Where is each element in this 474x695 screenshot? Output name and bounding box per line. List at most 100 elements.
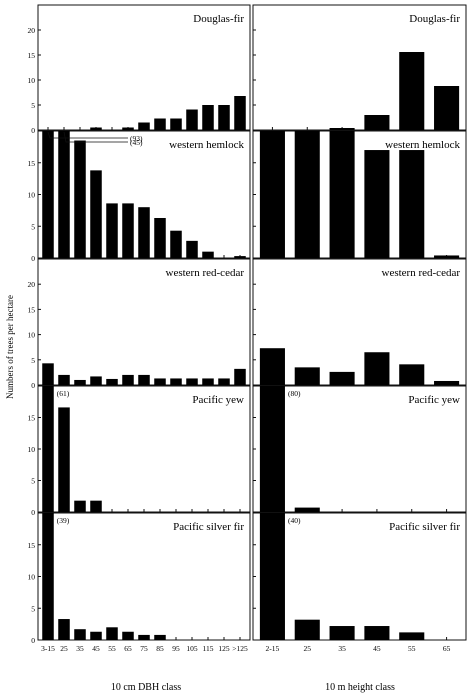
bar bbox=[364, 626, 390, 640]
y-tick-label: 10 bbox=[28, 191, 36, 200]
x-tick-label: 105 bbox=[186, 644, 198, 653]
bar bbox=[234, 256, 246, 258]
y-tick-label: 5 bbox=[31, 356, 35, 365]
bar bbox=[58, 374, 70, 385]
bar bbox=[399, 364, 425, 385]
bar bbox=[106, 203, 118, 258]
bar bbox=[58, 131, 70, 258]
note-label: (93) bbox=[130, 134, 143, 143]
species-label: western red-cedar bbox=[166, 267, 245, 279]
x-tick-label: 25 bbox=[60, 644, 68, 653]
bar bbox=[399, 150, 425, 258]
panel-left-1: 0 5 10 15 western hemlock (93)(45) bbox=[28, 130, 251, 263]
bar bbox=[106, 378, 118, 385]
y-tick-label: 15 bbox=[28, 305, 36, 314]
note-label: (37) bbox=[322, 145, 331, 158]
x-tick-label: 45 bbox=[92, 644, 100, 653]
bar bbox=[329, 626, 355, 640]
x-tick-label: 35 bbox=[338, 644, 346, 653]
bar bbox=[329, 128, 355, 130]
bar bbox=[154, 378, 166, 385]
y-tick-label: 15 bbox=[28, 159, 36, 168]
bar bbox=[90, 127, 102, 130]
x-tick-label: 25 bbox=[304, 644, 312, 653]
bar bbox=[170, 378, 182, 385]
x-tick-label: 115 bbox=[203, 644, 214, 653]
bar bbox=[122, 127, 134, 130]
bar bbox=[122, 203, 134, 258]
y-tick-label: 5 bbox=[31, 101, 35, 110]
bar bbox=[74, 500, 86, 512]
bar bbox=[294, 131, 320, 258]
note-label: (61) bbox=[57, 389, 70, 398]
x-tick-label: 3-15 bbox=[41, 644, 55, 653]
y-tick-label: 20 bbox=[28, 280, 36, 289]
species-label: Pacific silver fir bbox=[389, 521, 460, 533]
y-tick-label: 10 bbox=[28, 331, 36, 340]
bar bbox=[154, 634, 166, 640]
bar bbox=[202, 105, 214, 130]
note-label: (115) bbox=[287, 143, 296, 159]
y-tick-label: 10 bbox=[28, 573, 36, 582]
bar bbox=[58, 619, 70, 640]
x-tick-label: 2-15 bbox=[266, 644, 280, 653]
y-tick-label: 15 bbox=[28, 414, 36, 423]
bar bbox=[218, 378, 230, 385]
panel-right-4: 2-15 25 35 45 55 65 Pacific silver fir (40) bbox=[252, 512, 467, 653]
bar bbox=[122, 374, 134, 385]
y-tick-label: 0 bbox=[31, 636, 35, 645]
bar bbox=[294, 619, 320, 640]
y-tick-label: 15 bbox=[28, 51, 36, 60]
panel-frame bbox=[252, 258, 467, 386]
y-tick-label: 10 bbox=[28, 445, 36, 454]
x-tick-label: 85 bbox=[156, 644, 164, 653]
bar bbox=[364, 115, 390, 130]
panel-right-1: western hemlock (115) (37) (26) bbox=[252, 130, 467, 259]
species-label: Douglas-fir bbox=[193, 13, 244, 25]
bar bbox=[42, 363, 54, 385]
panel-right-0: Douglas-fir bbox=[252, 4, 467, 131]
bar bbox=[259, 131, 285, 258]
x-tick-label: 65 bbox=[443, 644, 451, 653]
bar bbox=[154, 118, 166, 130]
species-label: Douglas-fir bbox=[409, 13, 460, 25]
bar bbox=[294, 507, 320, 512]
bar bbox=[138, 207, 150, 258]
y-axis-label: Numbers of trees per hectare bbox=[5, 295, 15, 399]
species-label: Pacific yew bbox=[408, 394, 460, 406]
bar bbox=[202, 251, 214, 258]
bar bbox=[42, 386, 54, 512]
bar bbox=[218, 105, 230, 130]
y-tick-label: 20 bbox=[28, 26, 36, 35]
y-tick-label: 0 bbox=[31, 381, 35, 390]
bar bbox=[234, 96, 246, 130]
x-tick-label: 65 bbox=[124, 644, 132, 653]
bar bbox=[434, 255, 460, 258]
x-tick-label: 125 bbox=[218, 644, 230, 653]
bar bbox=[329, 131, 355, 258]
bar bbox=[74, 629, 86, 640]
species-label: western hemlock bbox=[385, 139, 460, 151]
panel-left-4: 0 5 10 15 3-15 25 35 45 55 65 75 85 95 105 115 125 >125 P… bbox=[28, 512, 251, 653]
bar bbox=[259, 513, 285, 640]
bar bbox=[42, 513, 54, 640]
left-x-axis-label: 10 cm DBH class bbox=[111, 682, 181, 693]
note-leader bbox=[63, 131, 128, 143]
y-tick-label: 5 bbox=[31, 222, 35, 231]
y-tick-label: 15 bbox=[28, 541, 36, 550]
bar bbox=[138, 122, 150, 130]
bar bbox=[154, 217, 166, 258]
bar bbox=[58, 407, 70, 512]
panel-frame bbox=[252, 4, 467, 131]
bar bbox=[399, 632, 425, 640]
bar bbox=[259, 386, 285, 512]
species-label: western red-cedar bbox=[382, 267, 461, 279]
panel-left-0: 0 5 10 15 20 Douglas-fir bbox=[28, 4, 251, 135]
bar bbox=[434, 380, 460, 385]
bar bbox=[42, 131, 54, 258]
bar bbox=[329, 371, 355, 385]
y-tick-label: 10 bbox=[28, 76, 36, 85]
species-label: western hemlock bbox=[169, 139, 244, 151]
bar bbox=[138, 634, 150, 640]
bar bbox=[434, 86, 460, 130]
